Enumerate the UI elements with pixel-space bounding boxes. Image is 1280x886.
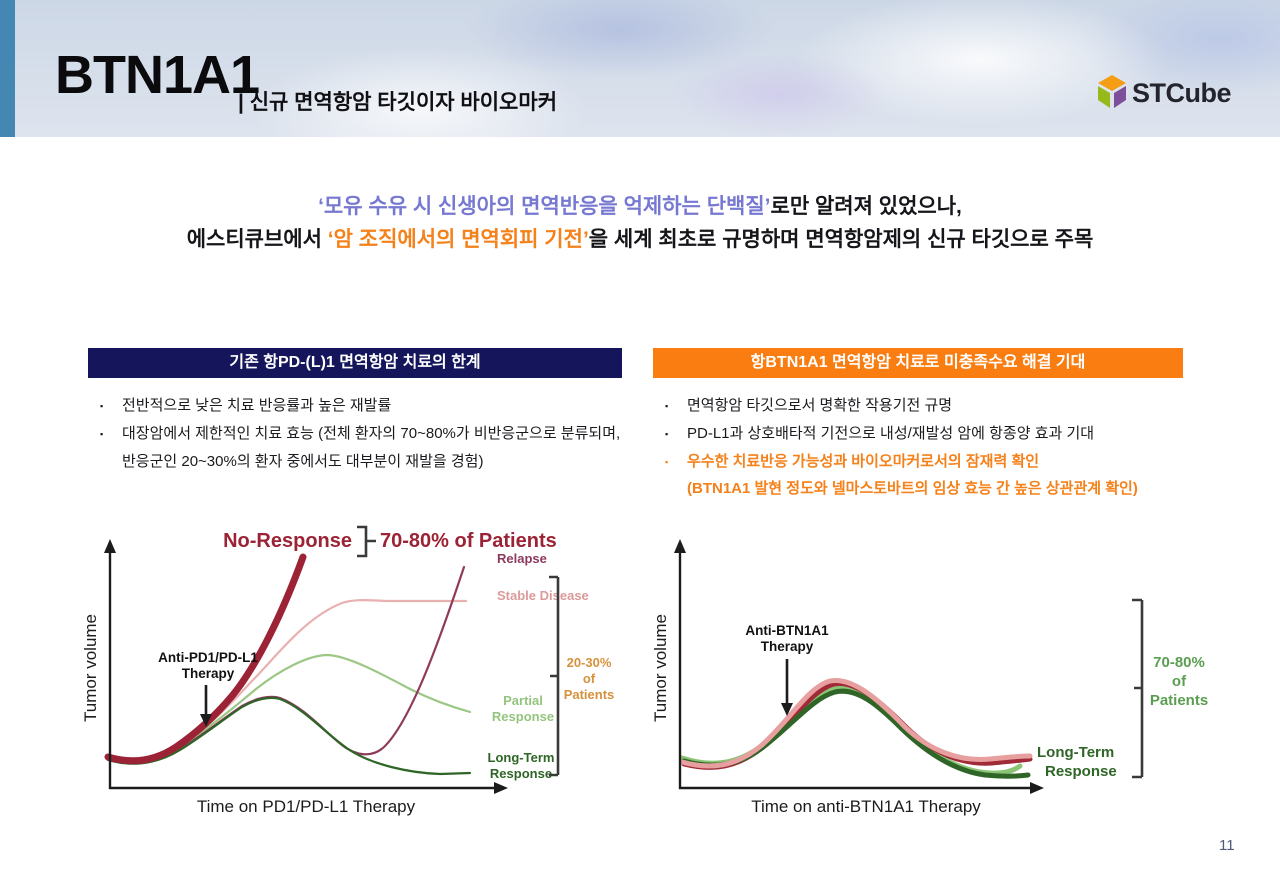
- page-title: BTN1A1: [55, 45, 260, 105]
- no-response-curve: [104, 553, 307, 765]
- responders-share-3: Patients: [564, 687, 615, 702]
- list-item: ▪ 면역항암 타깃으로서 명확한 작용기전 규명: [665, 392, 1189, 420]
- bullet-note: (BTN1A1 발현 정도와 넬마스토바트의 임상 효능 간 높은 상관관계 확…: [687, 480, 1138, 497]
- panel-header-btn1a1-expectation: 항BTN1A1 면역항암 치료로 미충족수요 해결 기대: [653, 348, 1183, 378]
- intro-line2-rest: 을 세계 최초로 규명하며 면역항암제의 신규 타깃으로 주목: [588, 228, 1094, 251]
- list-item: ▪ 대장암에서 제한적인 치료 효능 (전체 환자의 70~80%가 비반응군으…: [100, 420, 624, 476]
- bullet-icon: ▪: [100, 429, 104, 439]
- intro-line1-highlight: ‘모유 수유 시 신생아의 면역반응을 억제하는 단백질’: [318, 195, 771, 218]
- intro-line1-rest: 로만 알려져 있었으나,: [770, 195, 962, 218]
- logo-text: STCube: [1132, 78, 1231, 108]
- list-item: ▪ 전반적으로 낮은 치료 반응률과 높은 재발률: [100, 392, 624, 420]
- responders-share-1: 70-80%: [1153, 654, 1205, 671]
- x-axis-label: Time on PD1/PD-L1 Therapy: [197, 797, 416, 816]
- therapy-annotation-line2: Therapy: [761, 639, 814, 654]
- response-curve-pink: [679, 678, 1033, 769]
- bullet-icon: ▪: [665, 457, 669, 467]
- responders-bracket-icon: [1132, 598, 1144, 779]
- y-axis-label: Tumor volume: [81, 614, 100, 722]
- bullet-icon: ▪: [665, 401, 669, 411]
- stable-disease-curve: [106, 599, 468, 763]
- x-axis-arrow: [494, 782, 508, 794]
- btn1a1-therapy-chart: Tumor volume Time on anti-BTN1A1 Therapy…: [650, 515, 1240, 825]
- long-term-label-2: Response: [490, 766, 552, 781]
- relapse-label: Relapse: [497, 551, 547, 566]
- list-item-highlighted: ▪ 우수한 치료반응 가능성과 바이오마커로서의 잠재력 확인: [665, 448, 1189, 476]
- responders-share-2: of: [1172, 673, 1187, 690]
- therapy-annotation-line1: Anti-BTN1A1: [745, 623, 829, 638]
- left-accent-bar: [0, 0, 15, 137]
- bullet-text: 전반적으로 낮은 치료 반응률과 높은 재발률: [122, 397, 392, 414]
- bullet-icon: ▪: [100, 401, 104, 411]
- therapy-annotation-line1: Anti-PD1/PD-L1: [158, 650, 258, 665]
- long-term-response-curve: [106, 696, 472, 776]
- y-axis-arrow: [674, 539, 686, 553]
- long-term-label-2: Response: [1045, 763, 1117, 780]
- pd1-chart-canvas: No-Response 70-80% of Patients Tumor vol…: [81, 525, 615, 816]
- responders-share-1: 20-30%: [567, 655, 612, 670]
- partial-response-label-2: Response: [492, 709, 554, 724]
- intro-line-1: ‘모유 수유 시 신생아의 면역반응을 억제하는 단백질’로만 알려져 있었으나…: [0, 190, 1280, 223]
- btn1a1-chart-canvas: Tumor volume Time on anti-BTN1A1 Therapy…: [651, 539, 1208, 816]
- stable-disease-label: Stable Disease: [497, 588, 589, 603]
- therapy-annotation-line2: Therapy: [182, 666, 235, 681]
- bullet-icon: ▪: [665, 429, 669, 439]
- bullet-list-left: ▪ 전반적으로 낮은 치료 반응률과 높은 재발률 ▪ 대장암에서 제한적인 치…: [100, 392, 624, 476]
- no-response-heading: No-Response: [223, 530, 352, 552]
- intro-line-2: 에스티큐브에서 ‘암 조직에서의 면역회피 기전’을 세계 최초로 규명하며 면…: [0, 223, 1280, 256]
- bullet-list-right: ▪ 면역항암 타깃으로서 명확한 작용기전 규명 ▪ PD-L1과 상호배타적 …: [665, 392, 1189, 502]
- responders-bracket-icon: [549, 575, 560, 777]
- partial-response-curve: [106, 653, 472, 763]
- intro-line2-prefix: 에스티큐브에서: [186, 228, 328, 251]
- long-term-label-1: Long-Term: [488, 750, 555, 765]
- panel-header-pd1-limitations: 기존 항PD-(L)1 면역항암 치료의 한계: [88, 348, 622, 378]
- cube-icon: [1098, 75, 1126, 108]
- y-axis-arrow: [104, 539, 116, 553]
- bullet-text: 면역항암 타깃으로서 명확한 작용기전 규명: [687, 397, 953, 414]
- pd1-therapy-chart: No-Response 70-80% of Patients Tumor vol…: [80, 515, 640, 825]
- bullet-text: 우수한 치료반응 가능성과 바이오마커로서의 잠재력 확인: [687, 453, 1040, 470]
- responders-share-2: of: [583, 671, 596, 686]
- long-term-label-1: Long-Term: [1037, 744, 1114, 761]
- header-band: BTN1A1 | 신규 면역항암 타깃이자 바이오마커 STCube: [0, 0, 1280, 137]
- stcube-logo: STCube: [1098, 75, 1232, 108]
- therapy-arrow-head: [781, 703, 793, 716]
- x-axis-arrow: [1030, 782, 1044, 794]
- list-item: ▪ PD-L1과 상호배타적 기전으로 내성/재발성 암에 항종양 효과 기대: [665, 420, 1189, 448]
- y-axis-label: Tumor volume: [651, 614, 670, 722]
- responders-share-3: Patients: [1150, 692, 1208, 709]
- intro-message: ‘모유 수유 시 신생아의 면역반응을 억제하는 단백질’로만 알려져 있었으나…: [0, 190, 1280, 256]
- page-number: 11: [1219, 837, 1235, 854]
- therapy-arrow-head: [200, 714, 212, 727]
- page-subtitle: | 신규 면역항암 타깃이자 바이오마커: [238, 91, 558, 114]
- bullet-text: PD-L1과 상호배타적 기전으로 내성/재발성 암에 항종양 효과 기대: [687, 425, 1095, 442]
- intro-line2-highlight: ‘암 조직에서의 면역회피 기전’: [327, 228, 589, 251]
- bullet-text: 대장암에서 제한적인 치료 효능 (전체 환자의 70~80%가 비반응군으로 …: [122, 425, 621, 470]
- heading-bracket-icon: [357, 525, 376, 558]
- partial-response-label-1: Partial: [503, 693, 543, 708]
- x-axis-label: Time on anti-BTN1A1 Therapy: [751, 797, 981, 816]
- no-response-share: 70-80% of Patients: [380, 530, 557, 552]
